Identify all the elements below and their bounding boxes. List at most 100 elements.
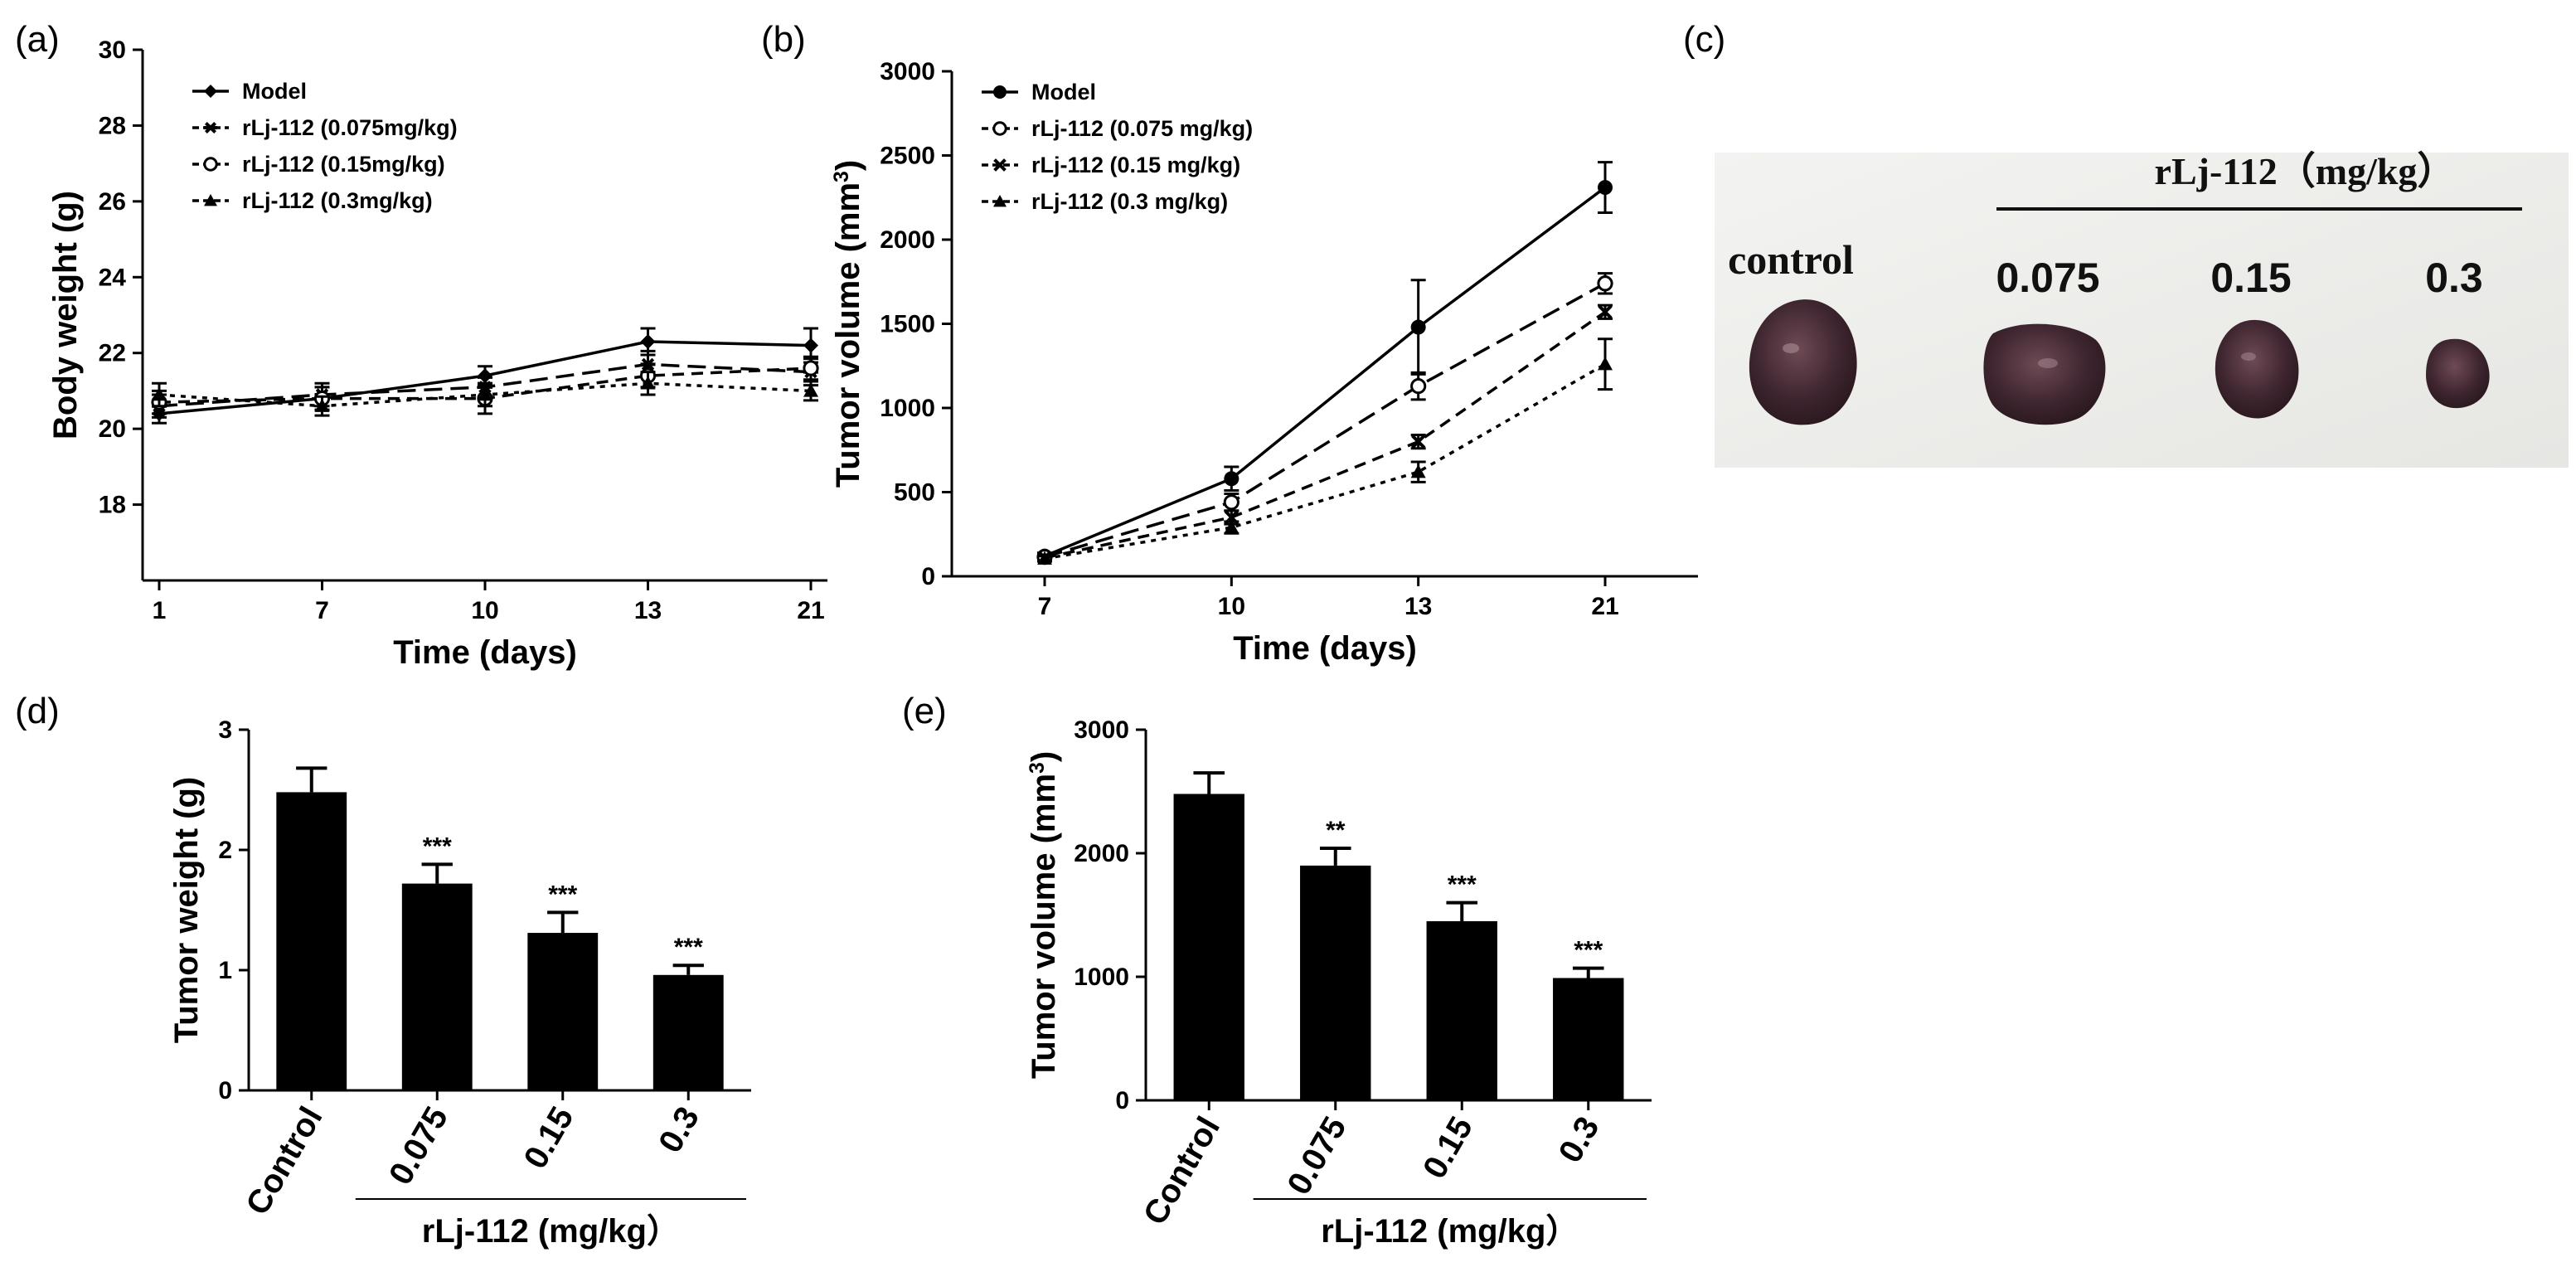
y-tick-label: 3000 bbox=[880, 58, 935, 85]
y-axis-label: Body weight (g) bbox=[47, 191, 84, 439]
x-tick-label: 10 bbox=[1218, 593, 1245, 620]
series-3: rLj-112 (0.3mg/kg) bbox=[152, 188, 818, 417]
y-tick-label: 1500 bbox=[880, 311, 935, 338]
y-tick-label: 3 bbox=[218, 716, 232, 744]
bar bbox=[1553, 978, 1624, 1100]
photo-background bbox=[1715, 153, 2569, 468]
panel-label-a: (a) bbox=[15, 19, 60, 60]
series-1: rLj-112 (0.075 mg/kg) bbox=[982, 116, 1613, 566]
tumor-highlight bbox=[1783, 343, 1799, 353]
data-point bbox=[1410, 464, 1426, 478]
bar bbox=[401, 883, 473, 1090]
x-tick-label: 21 bbox=[1591, 593, 1618, 620]
x-tick-label: 13 bbox=[1404, 593, 1432, 620]
series-line bbox=[1044, 186, 1607, 558]
legend-label: rLj-112 (0.3 mg/kg) bbox=[1031, 189, 1228, 214]
y-tick-label: 2 bbox=[218, 837, 232, 864]
bar bbox=[652, 974, 724, 1090]
y-tick-label: 0 bbox=[218, 1077, 232, 1104]
chart-tumor-weight: 0 1 2 3 Control *** 0.075 *** 0.15 *** 0.3 rLj-112 … bbox=[168, 716, 751, 1250]
data-point bbox=[803, 360, 819, 376]
data-point bbox=[204, 121, 217, 134]
x-tick-label: 0.075 bbox=[382, 1101, 455, 1192]
y-tick-label: 1000 bbox=[1074, 964, 1129, 991]
legend-label: rLj-112 (0.15 mg/kg) bbox=[1031, 153, 1240, 177]
x-tick-label: 1 bbox=[153, 597, 167, 624]
data-point bbox=[993, 195, 1007, 207]
data-point bbox=[1410, 378, 1427, 395]
data-point bbox=[1598, 180, 1613, 196]
x-tick-label: Control bbox=[1137, 1111, 1227, 1231]
data-point bbox=[1410, 319, 1426, 335]
y-tick-label: 1 bbox=[218, 957, 232, 984]
series-3: rLj-112 (0.3 mg/kg) bbox=[982, 189, 1613, 565]
photo-control-label: control bbox=[1728, 236, 1854, 283]
x-tick-label: 21 bbox=[797, 597, 824, 624]
x-axis-label: rLj-112 (mg/kg） bbox=[422, 1213, 680, 1250]
bar bbox=[527, 933, 599, 1090]
tumor-control bbox=[1749, 299, 1857, 425]
significance-label: *** bbox=[423, 833, 452, 860]
tumor-dose-0.3 bbox=[2426, 338, 2490, 409]
y-tick-label: 24 bbox=[99, 264, 127, 291]
legend-label: rLj-112 (0.075 mg/kg) bbox=[1031, 116, 1253, 141]
panel-label-c: (c) bbox=[1683, 19, 1725, 60]
x-tick-label: 0.15 bbox=[517, 1101, 581, 1175]
x-tick-label: 0.3 bbox=[652, 1101, 706, 1159]
data-point bbox=[640, 376, 656, 390]
significance-label: *** bbox=[1574, 937, 1603, 964]
series-2: rLj-112 (0.15 mg/kg) bbox=[982, 153, 1613, 566]
significance-label: ** bbox=[1326, 817, 1346, 844]
data-point bbox=[478, 387, 492, 401]
chart-tumor-volume-bar: 0 1000 2000 3000 Control ** 0.075 *** 0.15 *** 0.3… bbox=[1026, 716, 1652, 1250]
y-tick-label: 2000 bbox=[880, 226, 935, 254]
tumor-highlight bbox=[2241, 352, 2256, 361]
data-point bbox=[1037, 551, 1052, 565]
x-axis-label: Time (days) bbox=[1233, 630, 1417, 667]
data-point bbox=[993, 158, 1007, 172]
bar bbox=[276, 792, 347, 1090]
legend-label: rLj-112 (0.3mg/kg) bbox=[242, 188, 433, 213]
tumor-photo: rLj-112（mg/kg） control 0.075 0.15 0.3 bbox=[1715, 150, 2569, 468]
data-point bbox=[478, 368, 492, 384]
panel-label-b: (b) bbox=[761, 19, 806, 60]
photo-dose-label-2: 0.15 bbox=[2210, 255, 2291, 301]
data-point bbox=[640, 334, 656, 349]
y-tick-label: 2000 bbox=[1074, 840, 1129, 867]
significance-label: *** bbox=[1448, 871, 1477, 899]
photo-group-label: rLj-112（mg/kg） bbox=[2155, 150, 2456, 192]
x-axis-label: Time (days) bbox=[393, 634, 577, 671]
data-point bbox=[992, 121, 1007, 136]
data-point bbox=[152, 387, 167, 401]
y-axis-label: Tumor volume (mm3) bbox=[830, 160, 866, 488]
significance-label: *** bbox=[674, 934, 703, 961]
data-point bbox=[993, 85, 1007, 99]
photo-dose-label-1: 0.075 bbox=[1996, 255, 2099, 301]
data-point bbox=[1224, 471, 1239, 487]
data-point bbox=[203, 157, 218, 172]
y-axis-label: Tumor volume (mm3) bbox=[1026, 751, 1062, 1079]
tumor-dose-0.15 bbox=[2215, 319, 2299, 419]
x-tick-label: 0.15 bbox=[1416, 1111, 1480, 1185]
legend-label: rLj-112 (0.15mg/kg) bbox=[242, 152, 445, 177]
y-tick-label: 18 bbox=[99, 492, 126, 519]
tumor-dose-0.075 bbox=[1983, 323, 2106, 425]
y-tick-label: 30 bbox=[99, 36, 126, 64]
x-tick-label: 10 bbox=[471, 597, 498, 624]
y-axis-label: Tumor weight (g) bbox=[168, 777, 205, 1043]
data-point bbox=[1223, 494, 1239, 511]
y-tick-label: 0 bbox=[921, 563, 935, 590]
x-axis-label: rLj-112 (mg/kg） bbox=[1321, 1213, 1579, 1250]
x-tick-label: 13 bbox=[634, 597, 662, 624]
panel-label-d: (d) bbox=[15, 691, 60, 731]
y-tick-label: 0 bbox=[1115, 1087, 1129, 1114]
y-tick-label: 2500 bbox=[880, 143, 935, 170]
y-tick-label: 22 bbox=[99, 340, 126, 367]
data-point bbox=[1598, 357, 1613, 371]
data-point bbox=[1597, 275, 1613, 292]
data-point bbox=[803, 337, 818, 353]
y-tick-label: 3000 bbox=[1074, 716, 1129, 744]
bar bbox=[1300, 865, 1371, 1100]
x-tick-label: 0.075 bbox=[1280, 1111, 1353, 1201]
